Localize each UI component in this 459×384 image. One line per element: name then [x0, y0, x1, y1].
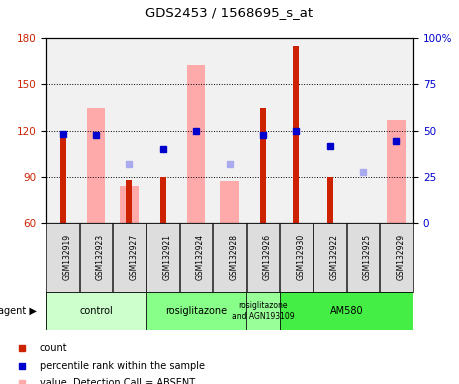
FancyBboxPatch shape [246, 292, 280, 330]
FancyBboxPatch shape [46, 292, 146, 330]
Bar [347, 38, 380, 223]
Bar [160, 177, 166, 223]
Bar [260, 108, 266, 223]
Bar [79, 38, 112, 223]
Text: GSM132923: GSM132923 [96, 234, 105, 280]
FancyBboxPatch shape [46, 223, 79, 292]
Bar [380, 38, 413, 223]
Text: GDS2453 / 1568695_s_at: GDS2453 / 1568695_s_at [146, 6, 313, 19]
Text: GSM132919: GSM132919 [62, 234, 72, 280]
Text: GSM132929: GSM132929 [397, 234, 405, 280]
Bar [60, 131, 66, 223]
Bar [46, 38, 79, 223]
Text: GSM132925: GSM132925 [363, 234, 372, 280]
Bar [126, 180, 132, 223]
Bar [112, 38, 146, 223]
Bar [146, 38, 179, 223]
Bar [293, 46, 299, 223]
Bar [87, 108, 105, 223]
Text: GSM132926: GSM132926 [263, 234, 272, 280]
Text: AM580: AM580 [330, 306, 363, 316]
FancyBboxPatch shape [280, 223, 313, 292]
Bar [120, 186, 139, 223]
Text: percentile rank within the sample: percentile rank within the sample [39, 361, 205, 371]
FancyBboxPatch shape [146, 292, 246, 330]
FancyBboxPatch shape [113, 223, 146, 292]
Bar [327, 177, 333, 223]
Bar [313, 38, 347, 223]
Bar [187, 65, 205, 223]
FancyBboxPatch shape [380, 223, 413, 292]
FancyBboxPatch shape [79, 223, 112, 292]
Text: GSM132927: GSM132927 [129, 234, 138, 280]
Bar [213, 38, 246, 223]
FancyBboxPatch shape [213, 223, 246, 292]
FancyBboxPatch shape [180, 223, 213, 292]
Text: agent ▶: agent ▶ [0, 306, 37, 316]
FancyBboxPatch shape [280, 292, 413, 330]
Text: GSM132921: GSM132921 [163, 234, 172, 280]
Text: GSM132930: GSM132930 [296, 234, 305, 280]
Bar [387, 120, 406, 223]
Bar [179, 38, 213, 223]
Text: rosiglitazone
and AGN193109: rosiglitazone and AGN193109 [232, 301, 294, 321]
FancyBboxPatch shape [246, 223, 279, 292]
FancyBboxPatch shape [347, 223, 380, 292]
Text: rosiglitazone: rosiglitazone [165, 306, 227, 316]
Bar [220, 181, 239, 223]
Text: GSM132924: GSM132924 [196, 234, 205, 280]
Text: control: control [79, 306, 113, 316]
Text: count: count [39, 343, 67, 353]
Text: value, Detection Call = ABSENT: value, Detection Call = ABSENT [39, 378, 195, 384]
Bar [246, 38, 280, 223]
FancyBboxPatch shape [146, 223, 179, 292]
FancyBboxPatch shape [313, 223, 346, 292]
Text: GSM132928: GSM132928 [230, 234, 239, 280]
Text: GSM132922: GSM132922 [330, 234, 339, 280]
Bar [280, 38, 313, 223]
